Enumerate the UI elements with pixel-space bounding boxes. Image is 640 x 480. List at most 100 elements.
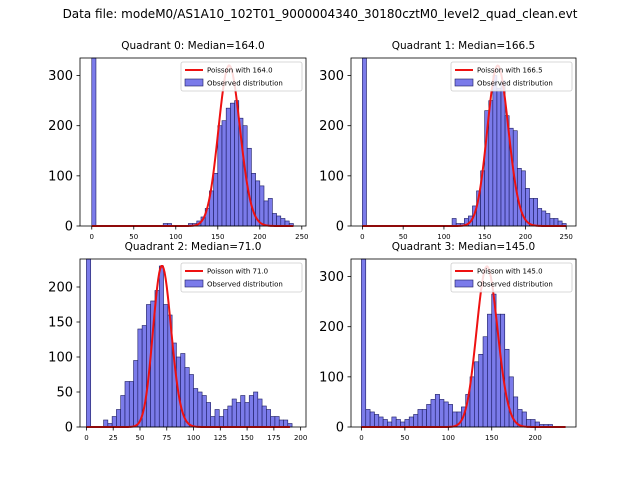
y-tick-label: 300 [319, 270, 344, 285]
histogram-bar [128, 381, 134, 428]
legend: Poisson with 145.0 Observed distribution [450, 262, 573, 293]
x-tick-label: 75 [162, 434, 171, 442]
histogram-bar [553, 218, 559, 227]
y-tick-label: 200 [319, 320, 344, 335]
histogram-bar [434, 394, 440, 428]
histogram-bar [133, 360, 139, 428]
histogram-bar [227, 405, 233, 428]
histogram-bar [218, 416, 224, 428]
legend-box [180, 262, 303, 293]
histogram-bar [482, 336, 488, 428]
x-tick-label: 0 [360, 233, 364, 241]
histogram-bar [240, 395, 246, 428]
histogram-bar [391, 416, 397, 428]
histogram-bar [278, 419, 284, 428]
x-tick-label: 200 [294, 434, 307, 442]
histogram-bar [206, 402, 211, 428]
histogram-bar [217, 125, 223, 227]
histogram-bar [365, 409, 371, 428]
histogram-bar [426, 404, 432, 428]
x-tick-label: 100 [442, 434, 455, 442]
x-tick-label: 100 [187, 434, 200, 442]
histogram-bar [521, 411, 527, 428]
x-tick-label: 0 [84, 434, 88, 442]
x-tick-label: 150 [478, 233, 491, 241]
x-tick-label: 200 [519, 233, 532, 241]
histogram-bar [103, 419, 109, 428]
histogram-bar [447, 404, 453, 428]
y-tick-label: 300 [319, 69, 344, 84]
histogram-bar [478, 353, 484, 428]
x-tick-label: 0 [359, 434, 363, 442]
legend-observed-swatch [454, 279, 474, 288]
subplot-title: Quadrant 1: Median=166.5 [392, 40, 535, 52]
x-tick-label: 50 [399, 233, 408, 241]
legend-poisson-label: Poisson with 145.0 [477, 268, 543, 276]
histogram-bar [276, 215, 282, 227]
legend-observed-swatch [184, 78, 204, 87]
x-tick-label: 150 [211, 233, 224, 241]
legend-observed-swatch [454, 78, 474, 87]
y-tick-label: 200 [48, 281, 73, 296]
plot-frame [79, 57, 307, 227]
y-tick-label: 200 [319, 119, 344, 134]
y-tick-label: 200 [48, 119, 73, 134]
x-tick-label: 250 [560, 233, 573, 241]
histogram-bar [487, 313, 493, 428]
histogram-bar [231, 398, 237, 428]
y-tick-label: 0 [65, 421, 73, 436]
subplot-title: Quadrant 2: Median=71.0 [125, 241, 262, 253]
quadrant-1-chart: 0 50 100 150 200 250 0 100 200 300 Quadrant 1: Med… [319, 40, 577, 241]
histogram-bar [267, 198, 273, 227]
legend: Poisson with 164.0 Observed distribution [180, 61, 303, 92]
y-tick-label: 300 [48, 69, 73, 84]
histogram-bar [158, 265, 164, 428]
quadrant-0-chart: 0 50 100 150 200 250 0 100 200 300 Quadrant 0: Med… [48, 40, 308, 241]
legend-observed-label: Observed distribution [477, 80, 553, 88]
histogram-bars [362, 57, 567, 227]
histogram-bar [223, 409, 229, 428]
legend: Poisson with 166.5 Observed distribution [450, 61, 573, 92]
histogram-bar [111, 416, 117, 428]
x-tick-label: 150 [485, 434, 498, 442]
histogram-bar [86, 258, 92, 428]
histogram-bar [91, 57, 97, 227]
histogram-bar [261, 405, 267, 428]
histogram-bar [248, 395, 254, 428]
histogram-bar [361, 258, 367, 428]
legend-box [450, 61, 573, 92]
histogram-bar [451, 218, 457, 227]
y-tick-label: 0 [336, 421, 344, 436]
legend: Poisson with 71.0 Observed distribution [180, 262, 303, 293]
histogram-bar [221, 120, 227, 227]
histogram-bar [263, 200, 269, 227]
histogram-bar [541, 210, 547, 227]
legend-poisson-label: Poisson with 166.5 [477, 67, 543, 75]
x-tick-label: 150 [240, 434, 253, 442]
histogram-bar [257, 398, 263, 428]
x-tick-label: 125 [214, 434, 227, 442]
histogram-bar [417, 409, 423, 428]
figure-title: Data file: modeM0/AS1A10_102T01_90000043… [62, 7, 578, 21]
x-tick-label: 200 [528, 434, 541, 442]
histogram-bar [421, 409, 427, 428]
histogram-bar [274, 416, 280, 428]
y-tick-label: 100 [319, 169, 344, 184]
histogram-bar [545, 213, 551, 227]
y-tick-label: 0 [65, 220, 73, 235]
histogram-bar [214, 409, 220, 428]
histogram-bar [197, 391, 203, 428]
histogram-bar [210, 416, 216, 428]
histogram-bar [529, 198, 534, 227]
histogram-bar [230, 102, 235, 227]
histogram-bar [362, 57, 367, 227]
x-tick-label: 100 [437, 233, 450, 241]
plot-frame [350, 57, 577, 227]
y-tick-label: 150 [48, 316, 73, 331]
histogram-bar [124, 381, 130, 428]
y-tick-label: 100 [48, 351, 73, 366]
histogram-bar [163, 304, 169, 428]
histogram-bar [537, 208, 543, 227]
legend-observed-label: Observed distribution [477, 281, 553, 289]
histogram-bar [549, 218, 555, 227]
